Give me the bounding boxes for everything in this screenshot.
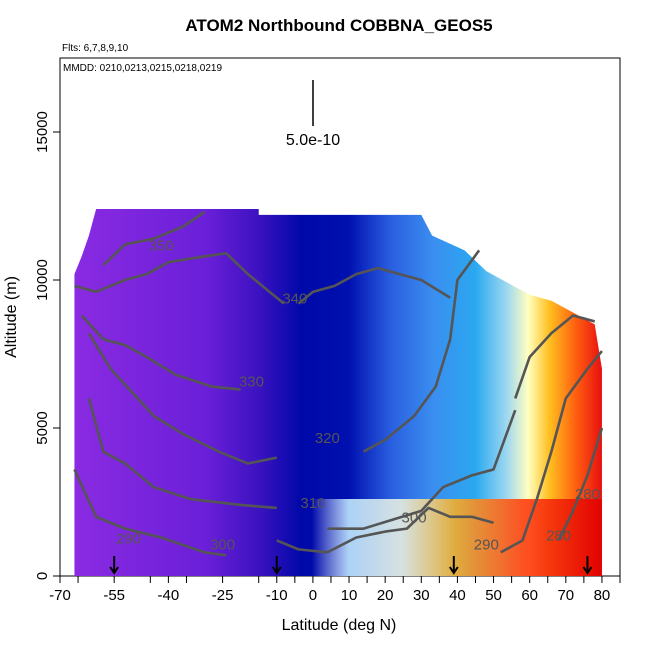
y-tick-label: 15000 bbox=[34, 111, 51, 153]
contour-line bbox=[74, 252, 285, 305]
x-tick-label: -40 bbox=[158, 587, 180, 604]
contour-line bbox=[87, 398, 277, 510]
y-axis: 0 5000 10000 15000 bbox=[34, 111, 60, 580]
contour-label: 300 bbox=[210, 536, 235, 553]
contour-line bbox=[362, 249, 481, 453]
contour-label: 330 bbox=[239, 374, 264, 391]
contour-line bbox=[513, 314, 596, 399]
contour-label: 290 bbox=[116, 530, 141, 547]
contour-label: 290 bbox=[474, 536, 499, 553]
flight-marker-head bbox=[582, 566, 593, 575]
flight-markers bbox=[109, 556, 593, 575]
contour-line bbox=[327, 409, 517, 530]
flights-note: Flts: 6,7,8,9,10 bbox=[62, 43, 129, 54]
dates-note: MMDD: 0210,0213,0215,0218,0219 bbox=[63, 63, 222, 74]
x-tick-label: 30 bbox=[413, 587, 430, 604]
contour-line bbox=[500, 350, 603, 554]
contour-label: 310 bbox=[300, 495, 325, 512]
x-tick-label: 50 bbox=[485, 587, 502, 604]
contour-line bbox=[276, 506, 494, 554]
x-tick-label: 70 bbox=[557, 587, 574, 604]
x-tick-label: 0 bbox=[309, 587, 317, 604]
x-tick-label: 60 bbox=[521, 587, 538, 604]
x-tick-label: 10 bbox=[341, 587, 358, 604]
contour-line bbox=[297, 266, 451, 305]
chart-title: ATOM2 Northbound COBBNA_GEOS5 bbox=[185, 16, 492, 35]
x-tick-label: -70 bbox=[49, 587, 71, 604]
x-tick-label: 40 bbox=[449, 587, 466, 604]
curtain-field bbox=[74, 208, 602, 576]
contour-line bbox=[80, 314, 241, 391]
boundary-layer-field bbox=[74, 499, 602, 576]
theta-contours bbox=[73, 210, 604, 557]
x-axis-label: Latitude (deg N) bbox=[282, 617, 397, 634]
flight-marker-head bbox=[448, 566, 459, 575]
x-tick-label: 20 bbox=[377, 587, 394, 604]
contour-label: 350 bbox=[149, 237, 174, 254]
x-tick-label: 80 bbox=[594, 587, 611, 604]
x-tick-label: -10 bbox=[266, 587, 288, 604]
contour-label: 280 bbox=[575, 486, 600, 503]
x-tick-label: -55 bbox=[103, 587, 125, 604]
y-axis-label: Altitude (m) bbox=[3, 276, 20, 358]
flight-marker-head bbox=[271, 566, 282, 575]
contour-line bbox=[557, 427, 604, 542]
x-tick-label: -25 bbox=[212, 587, 234, 604]
contour-line bbox=[73, 468, 227, 557]
flight-marker-head bbox=[109, 566, 120, 575]
y-tick-label: 5000 bbox=[34, 411, 51, 444]
y-tick-label: 0 bbox=[34, 572, 51, 580]
y-tick-label: 10000 bbox=[34, 259, 51, 301]
x-axis: -70 -55 -40 -25 -10 0 10 20 30 40 50 60 70 80 bbox=[49, 576, 621, 604]
scale-bar-label: 5.0e-10 bbox=[286, 132, 340, 149]
contour-label: 320 bbox=[315, 430, 340, 447]
contour-line bbox=[102, 210, 206, 267]
scale-bar: 5.0e-10 bbox=[286, 80, 340, 149]
contour-label: 300 bbox=[402, 510, 427, 527]
contour-label: 280 bbox=[546, 527, 571, 544]
contour-label: 340 bbox=[282, 291, 307, 308]
contour-line bbox=[87, 332, 278, 465]
contour-labels: 350 340 330 320 310 300 300 290 290 280 280 bbox=[116, 237, 600, 553]
